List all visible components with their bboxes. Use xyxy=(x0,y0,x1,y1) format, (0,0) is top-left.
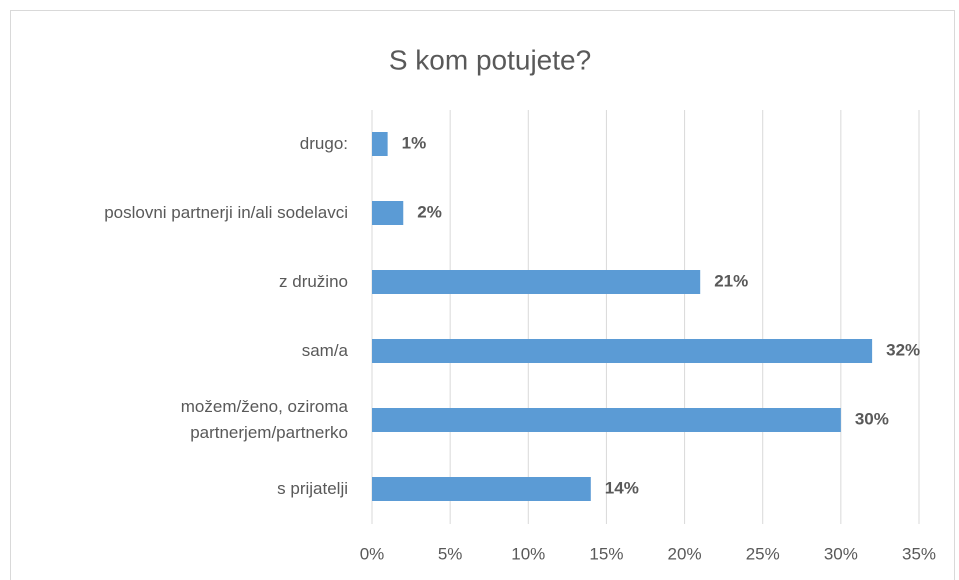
data-label: 30% xyxy=(855,409,889,428)
x-tick-label: 0% xyxy=(360,544,385,563)
x-tick-label: 30% xyxy=(824,544,858,563)
x-tick-label: 20% xyxy=(668,544,702,563)
x-tick-label: 5% xyxy=(438,544,463,563)
data-label: 21% xyxy=(714,271,748,290)
chart-title: S kom potujete? xyxy=(389,44,591,75)
y-tick-label: poslovni partnerji in/ali sodelavci xyxy=(104,203,348,222)
y-tick-label: možem/ženo, oziroma partnerjem/partnerko xyxy=(180,397,348,442)
y-tick-label: z družino xyxy=(279,272,348,291)
y-tick-label: s prijatelji xyxy=(277,479,348,498)
y-tick-label: sam/a xyxy=(301,341,348,360)
bar xyxy=(372,339,873,363)
bar xyxy=(372,477,591,501)
x-tick-label: 10% xyxy=(511,544,545,563)
bar xyxy=(372,408,841,432)
data-label: 1% xyxy=(402,133,427,152)
y-tick-label: drugo: xyxy=(299,134,348,153)
bar xyxy=(372,201,404,225)
data-label: 2% xyxy=(417,202,442,221)
x-tick-label: 15% xyxy=(589,544,623,563)
data-label: 14% xyxy=(605,478,639,497)
data-label: 32% xyxy=(886,340,920,359)
bar xyxy=(372,132,388,156)
x-tick-label: 25% xyxy=(746,544,780,563)
x-tick-label: 35% xyxy=(902,544,936,563)
bar xyxy=(372,270,701,294)
